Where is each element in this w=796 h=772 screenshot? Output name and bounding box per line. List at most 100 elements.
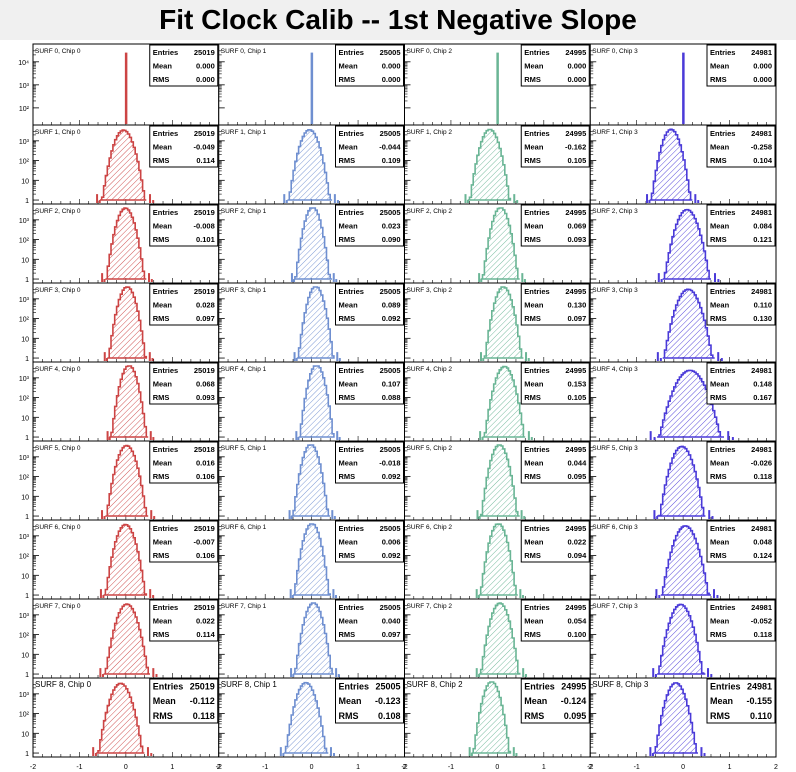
panel-label: SURF 1, Chip 2: [407, 129, 453, 136]
stats-value: 0.097: [382, 630, 401, 639]
histogram-tail-bar: [712, 589, 715, 598]
histogram-panel: SURF 8, Chip 3 Entries 24981 Mean -0.155 RMS 0…: [589, 677, 777, 758]
y-tick-label: 1: [25, 514, 29, 521]
histogram-tail-bar: [657, 273, 660, 282]
histogram-series: [105, 444, 149, 517]
panel-label: SURF 5, Chip 0: [35, 445, 81, 452]
histogram-series: [96, 682, 145, 754]
histogram-tail-bar: [290, 273, 293, 282]
y-tick-label: 10: [21, 731, 29, 738]
stats-value: 24981: [751, 366, 772, 375]
histogram-series: [657, 445, 706, 517]
stats-label: RMS: [710, 711, 730, 721]
y-tick-label: 10³: [19, 455, 30, 462]
histogram-tail-bar: [655, 589, 658, 598]
stats-value: 0.118: [754, 630, 772, 639]
stats-label: Entries: [710, 366, 735, 375]
stats-label: Entries: [524, 48, 549, 57]
histogram-tail-bar: [103, 352, 106, 361]
stats-label: Entries: [153, 603, 178, 612]
stats-value: 0.048: [753, 538, 772, 547]
histogram-tail-bar: [649, 431, 652, 440]
stats-box-frame: [706, 362, 776, 405]
stats-value: -0.155: [746, 696, 772, 706]
stats-label: Mean: [524, 301, 544, 310]
panel-label: SURF 5, Chip 3: [592, 445, 638, 452]
histogram-panel: SURF 5, Chip 1 Entries 25005 Mean -0.018 RMS 0…: [218, 440, 405, 521]
stats-value: 0.040: [382, 617, 401, 626]
y-tick-label: 10³: [19, 376, 30, 383]
stats-value: 0.107: [382, 380, 401, 389]
panel-label: SURF 4, Chip 2: [407, 366, 453, 373]
panel-label: SURF 6, Chip 3: [592, 524, 638, 531]
y-tick-label: 10²: [19, 554, 30, 561]
histogram-panel: SURF 6, Chip 3 Entries 24981 Mean 0.048 RMS 0.…: [589, 519, 777, 600]
histogram-series: [467, 128, 512, 201]
histogram-tail-bar: [333, 516, 336, 519]
histogram-tail-bar: [293, 352, 296, 361]
stats-box-frame: [520, 283, 590, 326]
stats-value: 25019: [194, 208, 215, 217]
histogram-tail-bar: [155, 674, 158, 677]
stats-value: 25019: [194, 366, 215, 375]
stats-value: 25005: [375, 682, 400, 692]
x-tick-label: -1: [448, 764, 454, 771]
histogram-tail-bar: [282, 753, 285, 756]
histogram-panel: 1 10 10² 10³ SURF 4, Chip 0 Entries 25019 Mean 0…: [19, 361, 220, 442]
stats-box: Entries 25005 Mean -0.123 RMS 0.108: [335, 678, 404, 724]
stats-box-frame: [335, 204, 404, 247]
stats-box: Entries 24981 Mean 0.084 RMS 0.121: [706, 204, 776, 247]
stats-label: RMS: [153, 472, 170, 481]
histogram-tail-bar: [96, 194, 99, 203]
y-tick-label: 10: [21, 573, 29, 580]
stats-box: Entries 25005 Mean 0.040 RMS 0.097: [335, 599, 404, 642]
y-tick-label: 10³: [19, 534, 30, 541]
histogram-tail-bar: [295, 431, 298, 440]
stats-label: Entries: [710, 287, 735, 296]
stats-label: Mean: [710, 696, 733, 706]
stats-value: 0.097: [196, 314, 215, 323]
panel-label: SURF 6, Chip 1: [221, 524, 267, 531]
histogram-series: [649, 128, 693, 201]
stats-label: Mean: [153, 222, 173, 231]
stats-box: Entries 25005 Mean -0.018 RMS 0.092: [335, 441, 404, 484]
histogram-tail-bar: [332, 753, 335, 756]
stats-box: Entries 24981 Mean 0.000 RMS 0.000: [706, 44, 776, 87]
panel-label: SURF 7, Chip 1: [221, 603, 267, 610]
stats-value: 24981: [751, 603, 772, 612]
stats-value: 0.114: [196, 156, 215, 165]
stats-label: Entries: [710, 603, 735, 612]
histogram-bar: [124, 52, 128, 124]
stats-label: Entries: [524, 524, 549, 533]
stats-label: RMS: [339, 235, 356, 244]
panel-label: SURF 4, Chip 0: [35, 366, 81, 373]
histogram-tail-bar: [331, 510, 334, 519]
histogram-series: [657, 603, 706, 675]
histogram-tail-bar: [656, 352, 659, 361]
stats-box: Entries 24995 Mean 0.069 RMS 0.093: [520, 204, 590, 247]
histogram-series: [296, 286, 335, 359]
stats-label: Entries: [524, 208, 549, 217]
stats-label: Mean: [524, 538, 544, 547]
stats-value: 0.124: [753, 551, 773, 560]
stats-box: Entries 25019 Mean -0.008 RMS 0.101: [149, 204, 219, 247]
histogram-tail-bar: [649, 747, 652, 756]
stats-label: Mean: [153, 459, 173, 468]
histogram-tail-bar: [646, 194, 649, 203]
stats-label: RMS: [710, 551, 727, 560]
panel-label: SURF 7, Chip 3: [592, 603, 638, 610]
stats-label: Mean: [339, 538, 359, 547]
histogram-tail-bar: [476, 510, 479, 519]
histogram-series: [105, 207, 147, 280]
stats-value: 24981: [751, 445, 772, 454]
stats-box: Entries 24981 Mean 0.110 RMS 0.130: [706, 283, 776, 326]
stats-label: Entries: [339, 129, 364, 138]
stats-box: Entries 24995 Mean 0.044 RMS 0.095: [520, 441, 590, 484]
stats-label: Entries: [710, 48, 735, 57]
stats-value: 0.093: [567, 235, 586, 244]
stats-value: 0.148: [753, 380, 772, 389]
stats-value: 0.118: [754, 472, 772, 481]
histogram-panel: 1 10 10² 10³ SURF 2, Chip 0 Entries 25019 Mean -…: [19, 203, 220, 284]
histogram-tail-bar: [479, 431, 482, 440]
x-tick-label: 2: [588, 764, 592, 771]
